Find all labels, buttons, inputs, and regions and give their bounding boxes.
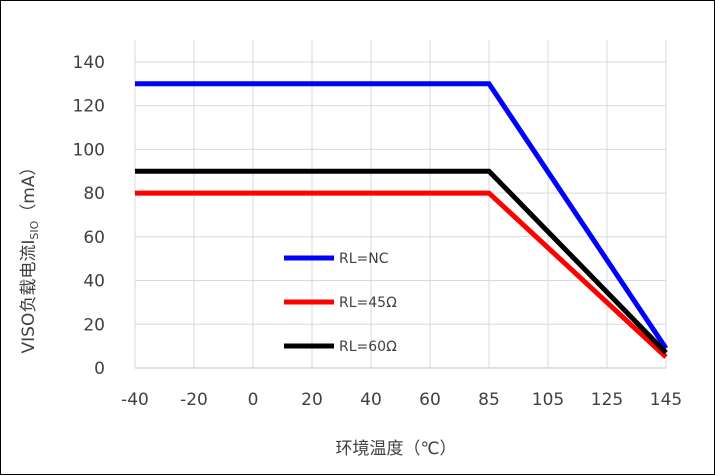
legend: RL=NC RL=45Ω RL=60Ω [284, 251, 397, 355]
y-tick-label: 100 [73, 140, 105, 160]
x-tick-label: 20 [301, 390, 323, 410]
x-tick-label: -20 [180, 390, 208, 410]
legend-label: RL=60Ω [339, 339, 397, 355]
y-axis-title-main: VISO负载电流I [19, 240, 39, 354]
legend-label: RL=NC [339, 251, 389, 267]
x-tick-label: -40 [121, 390, 149, 410]
tick-labels: 0 20 40 60 80 100 120 140 -40 -20 0 20 40 60 85 105 125 1… [73, 53, 683, 410]
series-line [135, 190, 668, 359]
x-tick-label: 0 [248, 390, 259, 410]
legend-label: RL=45Ω [339, 295, 397, 311]
x-tick-label: 145 [650, 390, 682, 410]
x-tick-label: 85 [478, 390, 500, 410]
y-tick-label: 60 [83, 228, 105, 248]
y-tick-label: 0 [94, 359, 105, 379]
x-tick-label: 60 [419, 390, 441, 410]
y-tick-label: 120 [73, 97, 105, 117]
y-axis-title-subscript: SIO [28, 220, 41, 239]
x-axis-title: 环境温度（℃） [335, 439, 456, 459]
y-tick-label: 80 [83, 184, 105, 204]
y-tick-label: 140 [73, 53, 105, 73]
y-tick-label: 40 [83, 272, 105, 292]
grid-lines [134, 40, 667, 369]
series-line [135, 81, 669, 350]
x-tick-label: 40 [360, 390, 382, 410]
y-tick-label: 20 [83, 315, 105, 335]
x-tick-label: 105 [532, 390, 564, 410]
y-axis-title: VISO负载电流ISIO（mA） [19, 159, 41, 354]
series-lines [135, 81, 669, 359]
x-tick-label: 125 [591, 390, 623, 410]
series-line [135, 168, 668, 355]
y-axis-title-unit: （mA） [19, 159, 39, 221]
